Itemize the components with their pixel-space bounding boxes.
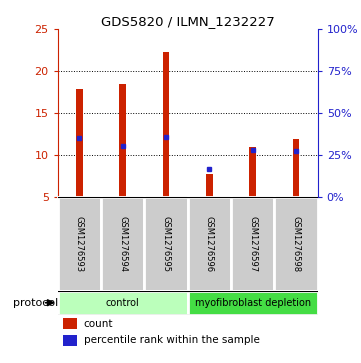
Bar <box>58 290 188 315</box>
Bar <box>274 197 318 290</box>
Bar <box>119 84 126 197</box>
Text: myofibroblast depletion: myofibroblast depletion <box>195 298 311 308</box>
Bar <box>163 52 169 197</box>
Text: GSM1276595: GSM1276595 <box>162 216 170 272</box>
Text: percentile rank within the sample: percentile rank within the sample <box>84 335 260 346</box>
Bar <box>63 318 77 329</box>
Bar <box>63 335 77 346</box>
Title: GDS5820 / ILMN_1232227: GDS5820 / ILMN_1232227 <box>101 15 275 28</box>
Text: count: count <box>84 319 113 329</box>
Text: control: control <box>106 298 140 308</box>
Bar <box>231 197 274 290</box>
Bar <box>188 197 231 290</box>
Bar <box>58 197 101 290</box>
Text: GSM1276594: GSM1276594 <box>118 216 127 272</box>
Text: GSM1276596: GSM1276596 <box>205 216 214 272</box>
Bar <box>249 147 256 197</box>
Bar <box>76 89 83 197</box>
Text: protocol: protocol <box>13 298 58 308</box>
Bar <box>188 290 318 315</box>
Text: GSM1276593: GSM1276593 <box>75 216 84 272</box>
Bar <box>293 139 299 197</box>
Bar <box>144 197 188 290</box>
Bar <box>206 174 213 197</box>
Bar <box>101 197 144 290</box>
Text: GSM1276598: GSM1276598 <box>292 216 300 272</box>
Text: GSM1276597: GSM1276597 <box>248 216 257 272</box>
